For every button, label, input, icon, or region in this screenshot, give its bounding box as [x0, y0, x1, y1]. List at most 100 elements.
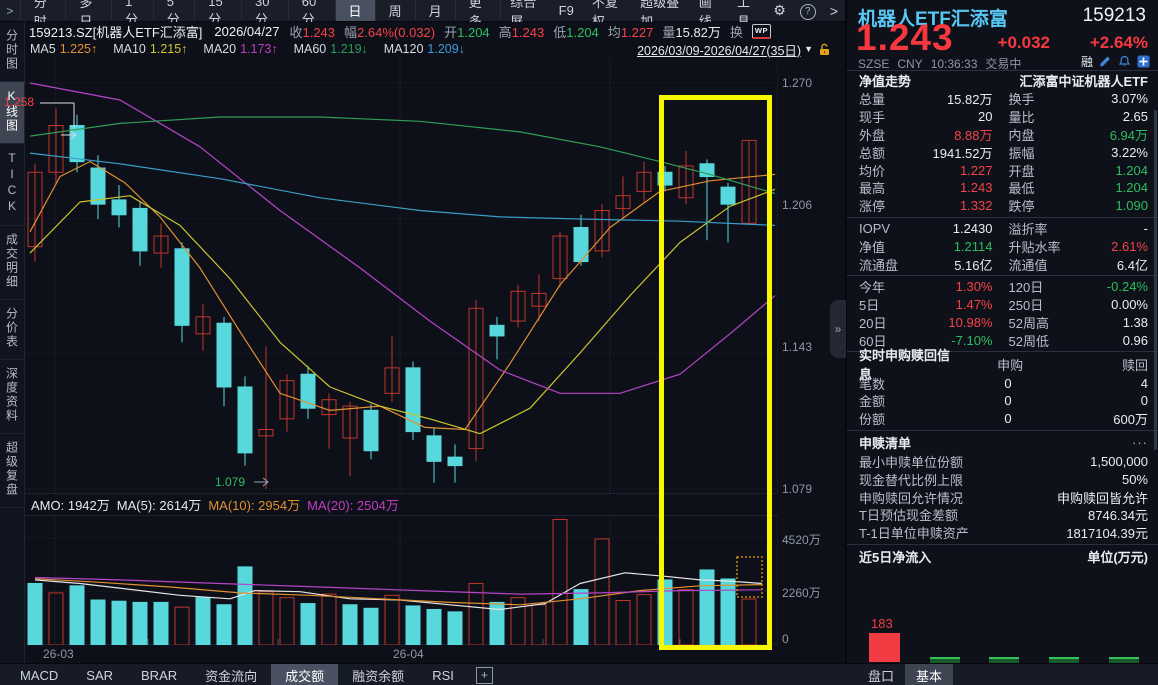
price-axis-label: 1.270: [782, 76, 813, 90]
stat-row: 今年 1.30% 120日 -0.24%: [859, 279, 1148, 296]
lock-icon[interactable]: [818, 43, 831, 56]
time-label: 10:36:33: [930, 56, 978, 71]
price-axis-label: 1.079: [782, 482, 813, 496]
sidebar-item-成交明细[interactable]: 成交明细: [0, 226, 24, 300]
redemption-row: 申购赎回允许情况 申购赎回皆允许: [859, 490, 1148, 506]
panel-collapse-handle[interactable]: »: [830, 300, 846, 358]
volume-axis-label: 0: [782, 632, 789, 646]
stat-row: 5日 1.47% 250日 0.00%: [859, 297, 1148, 314]
net-inflow-chart: 183: [847, 567, 1158, 663]
wp-badge-icon[interactable]: WP: [751, 23, 771, 39]
period-tab-15分[interactable]: 15分: [195, 0, 243, 27]
stat-row: 20日 10.98% 52周高 1.38: [859, 314, 1148, 331]
stat-row: 现手 20 量比 2.65: [859, 109, 1148, 126]
stat-row: 涨停 1.332 跌停 1.090: [859, 198, 1148, 215]
volume-axis-label: 2260万: [782, 586, 821, 600]
indicator-tab-资金流向[interactable]: 资金流向: [205, 668, 258, 684]
kline-svg[interactable]: [25, 58, 778, 645]
amo-item: MA(20): 2504万: [307, 498, 399, 513]
indicator-tab-SAR[interactable]: SAR: [86, 667, 114, 683]
section-divider: [847, 543, 1158, 545]
ma-value-MA10: MA10 1.215↑: [113, 42, 188, 56]
quote-detail-panel: 机器人ETF汇添富 159213 1.243 +0.032 +2.64% SZS…: [845, 0, 1158, 663]
redemption-list-header[interactable]: 申赎清单 ···: [859, 435, 1148, 452]
inflow-bar-label: 183: [871, 616, 893, 631]
toolbar-right: 综合屏 F9 不复权 超级叠加 画线 工具 ⚙ ? >: [501, 0, 845, 29]
indicator-tab-RSI[interactable]: RSI: [432, 667, 454, 683]
sidebar-item-超级复盘[interactable]: 超级复盘: [0, 434, 24, 508]
high-price-marker: 1.258: [4, 95, 35, 109]
period-tab-更多[interactable]: 更多: [456, 0, 502, 29]
add-indicator-button[interactable]: +: [475, 666, 493, 684]
outflow-bar: [930, 657, 960, 663]
period-tab-日[interactable]: 日: [335, 0, 376, 21]
redemption-row: T日预估现金差额 8746.34元: [859, 508, 1148, 524]
stat-row: 总额 1941.52万 振幅 3.22%: [859, 144, 1148, 161]
panel-scrollbar[interactable]: [1154, 110, 1157, 450]
last-price: 1.243: [856, 17, 954, 58]
toolbar-button-F9[interactable]: F9: [558, 3, 574, 18]
period-tab-分时[interactable]: 分时: [21, 0, 67, 29]
price-axis-label: 1.143: [782, 340, 813, 354]
period-tab-60分[interactable]: 60分: [289, 0, 336, 27]
indicator-tab-融资余额[interactable]: 融资余额: [352, 668, 405, 684]
outflow-bar: [1049, 657, 1079, 663]
subscription-row: 份额 0 600万: [859, 411, 1148, 428]
ma-value-MA60: MA60 1.219↓: [293, 42, 368, 56]
collapse-left-icon[interactable]: >: [0, 0, 21, 21]
sidebar-item-TICK[interactable]: TICK: [0, 144, 24, 226]
edit-pencil-icon[interactable]: [1099, 55, 1112, 68]
x-axis-label-april: 26-04: [393, 647, 424, 661]
quote-field: 收1.243: [289, 24, 336, 40]
sidebar-item-分时图[interactable]: 分时图: [0, 22, 24, 82]
period-tab-周[interactable]: 周: [376, 0, 416, 21]
period-tab-多日[interactable]: 多日: [66, 0, 113, 29]
stat-row: 均价 1.227 开盘 1.204: [859, 162, 1148, 179]
date-label: 2026/04/27: [214, 23, 280, 39]
nav-value-header[interactable]: 净值走势 汇添富中证机器人ETF: [847, 70, 1158, 90]
subscription-row: 金额 0 0: [859, 393, 1148, 410]
market-status: SZSE CNY 10:36:33 交易中: [858, 55, 1029, 72]
period-tabs: 分时 多日 1分 5分 15分 30分 60分日周月更多: [21, 0, 502, 29]
currency-label: CNY: [897, 56, 923, 71]
panel-tab-基本[interactable]: 基本: [905, 664, 954, 685]
help-icon[interactable]: ?: [793, 1, 823, 20]
low-price-marker: 1.079: [215, 475, 246, 489]
amo-item: MA(5): 2614万: [116, 498, 202, 513]
highlight-box: [659, 95, 772, 650]
settings-gear-icon[interactable]: ⚙: [773, 2, 786, 18]
sidebar-item-深度资料[interactable]: 深度资料: [0, 360, 24, 434]
x-axis-label-march: 26-03: [43, 647, 74, 661]
period-tab-月[interactable]: 月: [416, 0, 456, 21]
redemption-row: T-1日单位申赎资产 1817104.39元: [859, 526, 1148, 542]
redemption-row: 现金替代比例上限 50%: [859, 471, 1148, 488]
panel-tab-盘口[interactable]: 盘口: [868, 668, 895, 684]
period-tab-5分[interactable]: 5分: [154, 0, 196, 27]
quote-field: 开1.204: [444, 24, 490, 40]
exchange-label: SZSE: [858, 56, 890, 71]
amo-item: MA(10): 2954万: [208, 498, 301, 513]
quote-field: 幅2.64%(0.032): [344, 24, 436, 40]
toolbar-chevron-right-icon[interactable]: >: [829, 2, 838, 19]
symbol-label: 159213.SZ[机器人ETF汇添富]: [29, 24, 203, 40]
outflow-bar: [1109, 657, 1139, 663]
quote-field: 均1.227: [607, 24, 654, 40]
sidebar-item-K线图[interactable]: K线图: [0, 82, 24, 144]
stat-row: IOPV 1.2430 溢折率 -: [859, 220, 1148, 237]
dropdown-icon[interactable]: ▼: [804, 44, 813, 54]
indicator-tab-成交额[interactable]: 成交额: [271, 664, 339, 685]
kline-chart-area[interactable]: AMO: 1942万 MA(5): 2614万 MA(10): 2954万 MA(20…: [25, 58, 845, 663]
period-tab-1分[interactable]: 1分: [112, 0, 154, 27]
section-divider: [847, 216, 1158, 218]
sidebar-item-分价表[interactable]: 分价表: [0, 300, 24, 360]
indicator-tab-BRAR[interactable]: BRAR: [141, 667, 178, 683]
period-tab-30分[interactable]: 30分: [242, 0, 289, 27]
add-watchlist-icon[interactable]: [1137, 55, 1150, 68]
date-range-selector[interactable]: 2026/03/09-2026/04/27(35日): [637, 43, 802, 58]
alert-bell-icon[interactable]: [1118, 55, 1131, 68]
indicator-tab-MACD[interactable]: MACD: [20, 667, 59, 683]
quote-field: 换: [729, 24, 743, 40]
amo-indicator-strip: AMO: 1942万 MA(5): 2614万 MA(10): 2954万 MA(20…: [25, 493, 778, 516]
price-axis-label: 1.206: [782, 198, 813, 212]
